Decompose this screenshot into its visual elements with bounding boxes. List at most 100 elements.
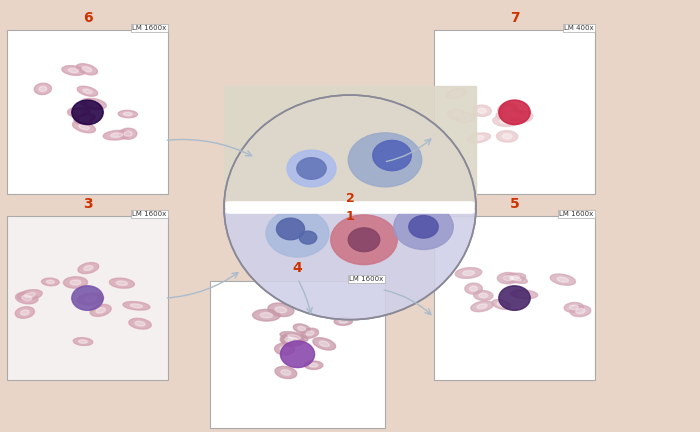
FancyBboxPatch shape [7, 30, 168, 194]
Ellipse shape [498, 104, 517, 113]
Ellipse shape [135, 321, 145, 326]
Ellipse shape [18, 290, 42, 300]
Ellipse shape [461, 115, 470, 120]
Ellipse shape [83, 89, 92, 93]
Ellipse shape [80, 98, 106, 109]
Ellipse shape [510, 276, 519, 280]
Ellipse shape [85, 296, 97, 302]
Ellipse shape [473, 105, 491, 117]
Ellipse shape [281, 341, 314, 368]
Ellipse shape [130, 304, 143, 308]
Ellipse shape [479, 293, 488, 298]
FancyBboxPatch shape [210, 281, 385, 428]
Ellipse shape [78, 340, 88, 343]
Ellipse shape [493, 115, 518, 127]
Ellipse shape [497, 302, 505, 307]
Ellipse shape [72, 286, 103, 310]
Ellipse shape [349, 228, 379, 251]
Ellipse shape [463, 270, 475, 276]
Ellipse shape [74, 338, 93, 346]
Ellipse shape [25, 292, 36, 297]
Ellipse shape [465, 283, 482, 294]
Ellipse shape [285, 337, 293, 342]
Ellipse shape [77, 86, 98, 96]
Ellipse shape [111, 133, 122, 137]
Ellipse shape [116, 281, 127, 286]
Ellipse shape [129, 318, 151, 329]
Ellipse shape [298, 327, 305, 330]
Ellipse shape [453, 112, 462, 117]
Ellipse shape [503, 276, 513, 281]
Ellipse shape [575, 308, 585, 314]
Ellipse shape [266, 210, 329, 257]
FancyBboxPatch shape [434, 216, 595, 380]
Ellipse shape [503, 113, 516, 118]
Ellipse shape [467, 133, 491, 143]
Ellipse shape [496, 130, 518, 142]
Ellipse shape [334, 318, 353, 325]
Ellipse shape [498, 105, 519, 117]
Ellipse shape [224, 95, 476, 320]
Text: 4: 4 [293, 261, 302, 275]
Ellipse shape [268, 303, 294, 317]
Ellipse shape [288, 337, 298, 343]
FancyBboxPatch shape [7, 216, 168, 380]
Text: 3: 3 [83, 197, 92, 210]
Ellipse shape [275, 366, 297, 378]
Ellipse shape [22, 295, 32, 301]
Bar [224, 86, 476, 207]
Ellipse shape [123, 112, 132, 116]
Ellipse shape [492, 299, 510, 309]
Ellipse shape [70, 280, 81, 285]
Ellipse shape [119, 128, 137, 139]
Ellipse shape [80, 116, 90, 121]
Ellipse shape [288, 334, 300, 339]
Text: LM 1600x: LM 1600x [559, 211, 594, 217]
Ellipse shape [564, 302, 584, 312]
Ellipse shape [123, 302, 150, 310]
Ellipse shape [39, 86, 47, 92]
Ellipse shape [503, 134, 512, 139]
Ellipse shape [68, 68, 78, 73]
Ellipse shape [471, 301, 493, 311]
Ellipse shape [498, 273, 519, 284]
Ellipse shape [349, 133, 421, 187]
Ellipse shape [20, 310, 29, 315]
FancyBboxPatch shape [434, 30, 595, 194]
Ellipse shape [340, 320, 347, 323]
Ellipse shape [72, 108, 90, 115]
Ellipse shape [474, 291, 493, 300]
Ellipse shape [455, 113, 475, 123]
Ellipse shape [570, 305, 578, 310]
Ellipse shape [41, 278, 60, 286]
Ellipse shape [260, 313, 272, 318]
Ellipse shape [511, 277, 522, 281]
Ellipse shape [393, 204, 454, 250]
Ellipse shape [64, 277, 88, 288]
Ellipse shape [72, 100, 103, 124]
Ellipse shape [473, 136, 484, 140]
Text: 2: 2 [346, 192, 354, 205]
Ellipse shape [505, 274, 527, 283]
Ellipse shape [503, 273, 526, 282]
Ellipse shape [103, 130, 130, 140]
Ellipse shape [478, 108, 486, 113]
Ellipse shape [510, 290, 538, 299]
Ellipse shape [306, 331, 314, 335]
Ellipse shape [118, 110, 137, 118]
Ellipse shape [275, 307, 287, 313]
Ellipse shape [280, 346, 289, 352]
Ellipse shape [447, 109, 468, 121]
Ellipse shape [297, 158, 326, 179]
Ellipse shape [274, 343, 295, 355]
Ellipse shape [304, 361, 323, 369]
Ellipse shape [280, 332, 308, 342]
Ellipse shape [293, 324, 310, 333]
Ellipse shape [96, 308, 106, 313]
Text: LM 1600x: LM 1600x [132, 25, 167, 31]
Ellipse shape [15, 307, 34, 318]
Ellipse shape [82, 67, 92, 72]
Ellipse shape [445, 88, 467, 98]
Text: LM 1600x: LM 1600x [349, 276, 384, 282]
Ellipse shape [77, 110, 85, 113]
